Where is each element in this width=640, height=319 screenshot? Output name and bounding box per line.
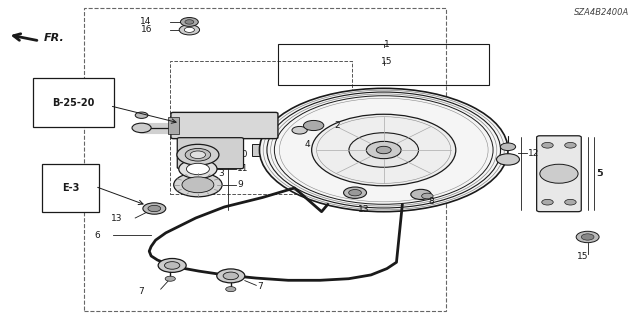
Circle shape (344, 187, 367, 198)
Text: 3: 3 (190, 145, 196, 154)
Text: 7: 7 (138, 287, 143, 296)
Circle shape (411, 189, 431, 199)
Text: B-25-20: B-25-20 (52, 98, 95, 108)
Circle shape (185, 148, 211, 161)
Circle shape (541, 142, 553, 148)
Circle shape (185, 20, 194, 24)
Circle shape (190, 151, 205, 159)
Text: 10: 10 (237, 150, 249, 159)
Circle shape (576, 231, 599, 243)
Circle shape (303, 121, 324, 130)
Text: 9: 9 (237, 180, 243, 189)
Circle shape (500, 143, 516, 151)
Text: 3: 3 (219, 169, 225, 178)
Text: 7: 7 (257, 282, 263, 292)
Circle shape (581, 234, 594, 240)
Circle shape (173, 173, 222, 197)
Bar (278, 44, 490, 85)
Text: 15: 15 (381, 57, 393, 66)
Circle shape (226, 286, 236, 292)
Text: SZA4B2400A: SZA4B2400A (574, 8, 629, 17)
FancyBboxPatch shape (171, 112, 278, 139)
Circle shape (132, 123, 151, 133)
Circle shape (180, 18, 198, 26)
Text: 13: 13 (358, 205, 370, 214)
Text: 11: 11 (237, 165, 249, 174)
FancyBboxPatch shape (537, 136, 581, 212)
Text: 13: 13 (111, 213, 122, 222)
Text: 5: 5 (596, 169, 602, 178)
Text: 6: 6 (95, 231, 100, 240)
Circle shape (312, 114, 456, 186)
Circle shape (422, 193, 433, 199)
Circle shape (497, 154, 520, 165)
Text: 16: 16 (141, 25, 152, 34)
Circle shape (158, 258, 186, 272)
Bar (170, 62, 352, 194)
Text: 14: 14 (140, 18, 151, 26)
Text: 8: 8 (429, 197, 435, 206)
Circle shape (148, 205, 161, 212)
Circle shape (177, 144, 219, 165)
Text: 15: 15 (577, 252, 588, 261)
Text: 5: 5 (597, 169, 603, 178)
Circle shape (165, 276, 175, 281)
Circle shape (259, 88, 508, 212)
Circle shape (564, 142, 576, 148)
Circle shape (179, 160, 217, 178)
FancyBboxPatch shape (177, 138, 244, 169)
Text: 12: 12 (529, 149, 540, 158)
Circle shape (349, 133, 419, 167)
Circle shape (564, 199, 576, 205)
Circle shape (541, 199, 553, 205)
Text: 2: 2 (334, 121, 340, 130)
Bar (252, 144, 266, 156)
Circle shape (164, 262, 180, 269)
Text: FR.: FR. (44, 33, 65, 43)
Circle shape (292, 126, 307, 134)
Circle shape (366, 141, 401, 159)
Circle shape (179, 25, 200, 35)
Text: 1: 1 (384, 40, 390, 48)
Circle shape (376, 146, 391, 154)
Bar (168, 117, 179, 134)
Circle shape (135, 112, 148, 118)
Circle shape (223, 272, 239, 280)
Circle shape (217, 269, 245, 283)
Circle shape (186, 163, 209, 175)
Circle shape (143, 203, 166, 214)
Bar (84, 8, 446, 311)
Circle shape (182, 177, 214, 193)
Circle shape (349, 189, 362, 196)
Text: E-3: E-3 (62, 183, 79, 193)
Circle shape (540, 164, 578, 183)
Text: 4: 4 (304, 140, 310, 149)
Circle shape (184, 27, 195, 33)
